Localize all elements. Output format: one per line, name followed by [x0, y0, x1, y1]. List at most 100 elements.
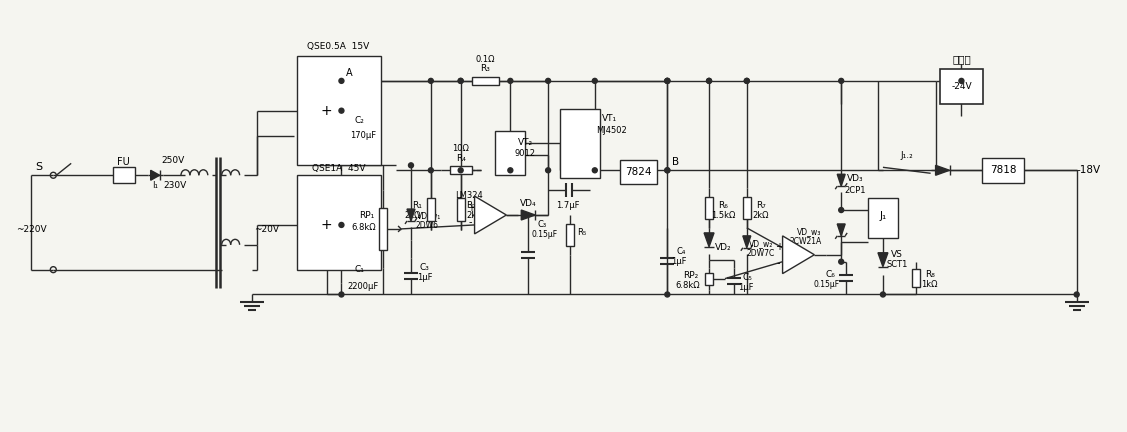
Text: QSE1A  45V: QSE1A 45V: [312, 164, 365, 173]
Circle shape: [707, 78, 711, 83]
Text: +: +: [467, 203, 474, 213]
Text: 0.15μF: 0.15μF: [531, 230, 557, 239]
Text: R₆: R₆: [718, 200, 728, 210]
Text: R₁: R₁: [412, 200, 421, 210]
Bar: [912, 269, 920, 287]
Text: 170μF: 170μF: [350, 131, 376, 140]
Text: 1.5kΩ: 1.5kΩ: [711, 210, 735, 219]
Bar: [743, 197, 751, 219]
Circle shape: [707, 78, 711, 83]
Text: C₁: C₁: [354, 265, 364, 274]
Circle shape: [665, 78, 669, 83]
Text: C₆: C₆: [825, 270, 835, 279]
Polygon shape: [474, 196, 506, 234]
Text: +: +: [774, 242, 782, 252]
Text: 1μF: 1μF: [672, 257, 687, 266]
Text: 6.8kΩ: 6.8kΩ: [675, 281, 700, 290]
Bar: [566, 224, 574, 246]
Circle shape: [339, 78, 344, 83]
Text: 9012: 9012: [515, 149, 535, 158]
Text: -: -: [777, 258, 780, 268]
Text: RP₂: RP₂: [684, 271, 699, 280]
Polygon shape: [782, 236, 815, 273]
Polygon shape: [837, 224, 845, 236]
Text: J₁.₂: J₁.₂: [900, 151, 913, 160]
Text: R₅: R₅: [577, 229, 586, 238]
Text: -24V: -24V: [951, 83, 971, 91]
Text: 0.1Ω: 0.1Ω: [476, 54, 495, 64]
Text: C₃: C₃: [420, 263, 429, 272]
Text: C₂: C₂: [354, 116, 364, 125]
Text: S: S: [35, 162, 42, 172]
Circle shape: [593, 78, 597, 83]
Circle shape: [545, 78, 551, 83]
Circle shape: [459, 78, 463, 83]
Circle shape: [459, 78, 463, 83]
Circle shape: [339, 292, 344, 297]
Circle shape: [744, 78, 749, 83]
Bar: [560, 109, 600, 178]
Polygon shape: [704, 233, 715, 247]
Text: I₁: I₁: [152, 181, 158, 190]
Circle shape: [459, 168, 463, 173]
Text: 7818: 7818: [990, 165, 1017, 175]
Bar: [427, 197, 435, 220]
Text: 6.8kΩ: 6.8kΩ: [350, 223, 375, 232]
Text: 1.7μF: 1.7μF: [557, 200, 579, 210]
Text: 0.15μF: 0.15μF: [814, 280, 840, 289]
Text: RP₁: RP₁: [358, 210, 374, 219]
Text: 1μF: 1μF: [417, 273, 433, 282]
Text: 230V: 230V: [163, 181, 186, 190]
Text: 2kΩ: 2kΩ: [405, 210, 421, 219]
Bar: [983, 159, 1024, 183]
Text: 1kΩ: 1kΩ: [922, 280, 938, 289]
Bar: [113, 167, 135, 183]
Text: ~20V: ~20V: [255, 226, 279, 235]
Polygon shape: [743, 236, 751, 248]
Bar: [379, 208, 388, 250]
Text: 2kΩ: 2kΩ: [467, 210, 482, 219]
Text: 报警器: 报警器: [952, 54, 970, 64]
Text: VD_w₂: VD_w₂: [748, 239, 773, 248]
Text: MJ4502: MJ4502: [596, 126, 627, 135]
Polygon shape: [878, 253, 888, 267]
Circle shape: [408, 163, 414, 168]
Text: 7824: 7824: [625, 167, 651, 177]
Text: R₇: R₇: [756, 200, 765, 210]
Text: VD₃: VD₃: [846, 174, 863, 183]
Text: VT₁: VT₁: [602, 114, 618, 123]
Text: R₄: R₄: [455, 154, 465, 163]
Text: 1μF: 1μF: [738, 283, 754, 292]
Text: 2CP1: 2CP1: [844, 186, 866, 195]
Text: R₃: R₃: [480, 64, 490, 73]
Circle shape: [428, 168, 434, 173]
Circle shape: [665, 168, 669, 173]
Text: 2CW21A: 2CW21A: [789, 237, 822, 246]
Circle shape: [545, 168, 551, 173]
Circle shape: [339, 108, 344, 113]
Circle shape: [339, 222, 344, 227]
Text: VD₂: VD₂: [715, 243, 731, 252]
Text: VD_w₁: VD_w₁: [417, 212, 441, 220]
Circle shape: [665, 292, 669, 297]
Text: 2200μF: 2200μF: [347, 282, 379, 291]
Circle shape: [880, 292, 886, 297]
Text: ~220V: ~220V: [16, 226, 46, 235]
Bar: [456, 197, 464, 220]
Text: FU: FU: [117, 157, 131, 167]
Bar: [868, 198, 898, 238]
Text: A₁: A₁: [490, 210, 500, 220]
Text: C₄: C₄: [676, 247, 686, 256]
Circle shape: [593, 168, 597, 173]
Circle shape: [665, 78, 669, 83]
Text: -18V: -18V: [1076, 165, 1101, 175]
Circle shape: [838, 207, 844, 213]
Text: -: -: [469, 217, 472, 227]
Circle shape: [508, 168, 513, 173]
Bar: [496, 130, 525, 175]
Circle shape: [665, 168, 669, 173]
Polygon shape: [522, 210, 535, 220]
Text: LM324: LM324: [454, 191, 482, 200]
Bar: [620, 160, 657, 184]
Text: A₂: A₂: [798, 250, 809, 260]
